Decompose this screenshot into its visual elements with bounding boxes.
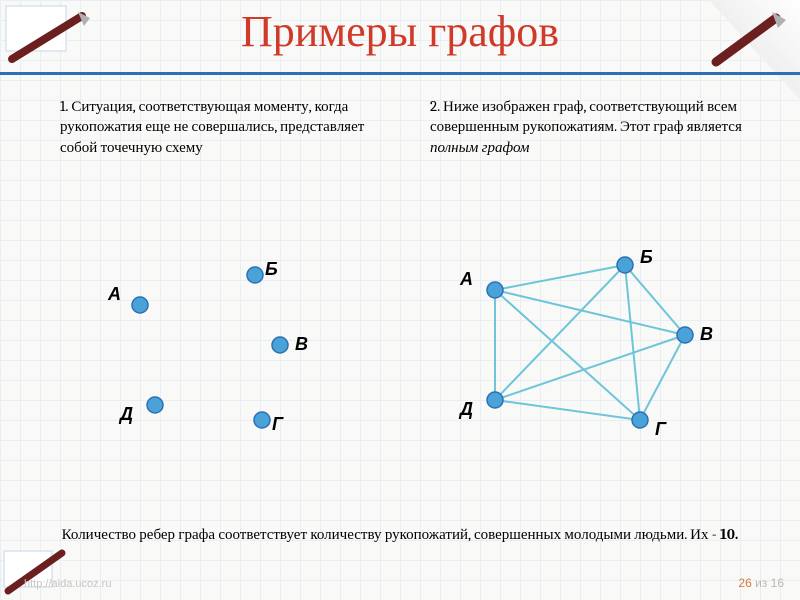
- graph-null: А Б В Г Д: [100, 250, 360, 460]
- graph-node: [147, 397, 163, 413]
- page-current: 26: [738, 576, 751, 590]
- graph-node: [247, 267, 263, 283]
- graph-node: [132, 297, 148, 313]
- title-rule: [0, 72, 800, 75]
- page-title: Примеры графов: [0, 6, 800, 57]
- page-total: из 16: [752, 576, 784, 590]
- para2-text: 2. Ниже изображен граф, соответствующий …: [430, 97, 742, 135]
- graph-node: [487, 392, 503, 408]
- graph-edge: [495, 290, 685, 335]
- page-counter: 26 из 16: [738, 576, 784, 590]
- graph-edge: [495, 400, 640, 420]
- vertex-label: Д: [118, 404, 133, 424]
- vertex-label: Г: [655, 419, 667, 439]
- graph-node: [677, 327, 693, 343]
- vertex-label: Б: [640, 247, 653, 267]
- graph-node: [632, 412, 648, 428]
- footer-count: 10.: [720, 525, 738, 543]
- vertex-label: Д: [458, 399, 473, 419]
- footer-a: Количество ребер графа соответствует кол…: [62, 525, 720, 543]
- para-situation-2: 2. Ниже изображен граф, соответствующий …: [430, 96, 760, 157]
- vertex-label: В: [295, 334, 308, 354]
- watermark-url: http://aida.ucoz.ru: [24, 578, 111, 590]
- graph-edge: [625, 265, 640, 420]
- graph-node: [617, 257, 633, 273]
- vertex-label: В: [700, 324, 713, 344]
- graph-edge: [625, 265, 685, 335]
- graph-edge: [495, 290, 640, 420]
- vertex-label: Г: [272, 414, 284, 434]
- footer-note: Количество ребер графа соответствует кол…: [0, 525, 800, 544]
- vertex-label: А: [107, 284, 121, 304]
- graph-node: [487, 282, 503, 298]
- graph-node: [272, 337, 288, 353]
- para2-term: полным графом: [430, 138, 529, 156]
- vertex-label: А: [459, 269, 473, 289]
- para-situation-1: 1. Ситуация, соответствующая моменту, ко…: [60, 96, 390, 157]
- graph-complete-k5: А Б В Г Д: [440, 235, 740, 465]
- graph-node: [254, 412, 270, 428]
- vertex-label: Б: [265, 259, 278, 279]
